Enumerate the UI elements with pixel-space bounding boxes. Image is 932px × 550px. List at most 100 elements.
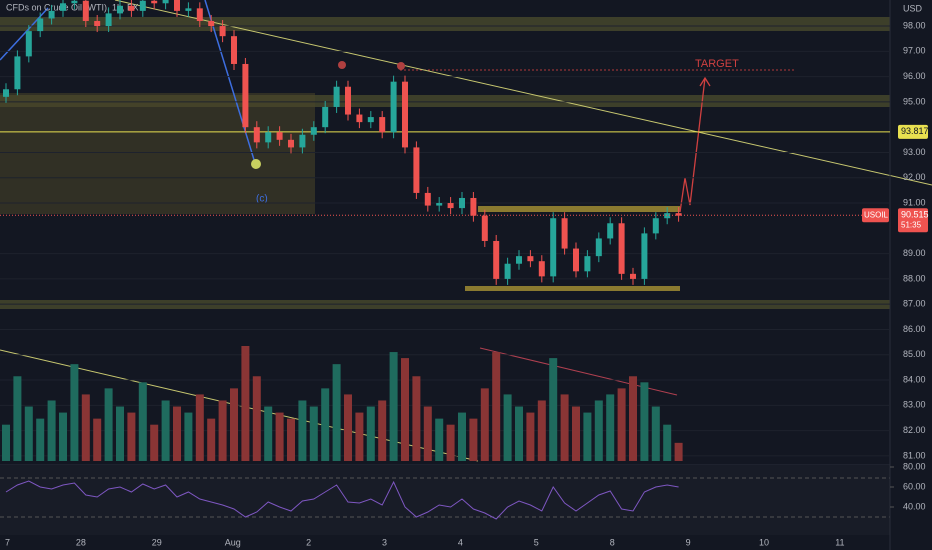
candle [231, 36, 237, 64]
candle [390, 81, 397, 133]
y-tick-label: 96.00 [903, 71, 926, 81]
volume-bar [651, 406, 660, 461]
target-label: TARGET [695, 58, 739, 70]
candle [504, 263, 511, 279]
candle [162, 0, 169, 4]
y-tick-label: 93.00 [903, 147, 926, 157]
volume-bar [389, 352, 398, 461]
volume-bar [480, 388, 489, 461]
candle [379, 117, 386, 133]
y-tick-label: 81.00 [903, 450, 926, 460]
volume-bar [2, 424, 10, 461]
volume-bar [344, 394, 352, 461]
candle [60, 3, 66, 11]
x-tick-label: 8 [610, 537, 615, 547]
x-tick-label: 5 [534, 537, 539, 547]
volume-bar [412, 376, 421, 461]
candle [550, 218, 557, 277]
volume-bar [81, 394, 90, 461]
candle [527, 256, 534, 262]
volume-bar [104, 388, 113, 461]
volume-bar [13, 376, 22, 461]
x-tick-label: 2 [306, 537, 311, 547]
y-tick-label: 84.00 [903, 374, 926, 384]
candle [322, 106, 329, 128]
candle [276, 132, 283, 140]
candle [493, 240, 500, 279]
volume-bar [275, 412, 284, 461]
volume-bar [218, 400, 227, 461]
candle [561, 218, 568, 249]
candle [174, 0, 180, 11]
volume-bar [207, 418, 216, 461]
candle [573, 248, 579, 272]
candle [345, 86, 351, 115]
candle [356, 114, 363, 123]
candle [595, 238, 602, 257]
x-tick-label: Aug [225, 537, 241, 547]
y-tick-label: 83.00 [903, 400, 926, 410]
countdown: 51:35 [901, 220, 922, 229]
range-bottom [465, 286, 680, 291]
volume-bar [93, 418, 102, 461]
volume-bar [503, 394, 512, 461]
volume-bar [184, 412, 193, 461]
volume-bar [366, 406, 375, 461]
candle [117, 5, 123, 14]
volume-bar [309, 406, 318, 461]
candle [481, 215, 488, 241]
pivot [397, 62, 405, 70]
y-tick-label: 92.00 [903, 172, 926, 182]
candle [71, 0, 78, 4]
candle [618, 223, 625, 274]
volume-bar [526, 412, 535, 461]
wave-point [251, 159, 261, 169]
volume-bar [469, 418, 478, 461]
y2-tick-label: 80.00 [903, 461, 926, 471]
zone [0, 93, 315, 214]
volume-bar [127, 412, 136, 461]
volume-bar [332, 364, 341, 461]
volume-bar [47, 400, 56, 461]
volume-bar [515, 406, 523, 461]
x-tick-label: 7 [5, 537, 10, 547]
volume-bar [195, 394, 204, 461]
volume-bar [663, 424, 672, 461]
volume-bar [36, 418, 45, 461]
volume-bar [264, 406, 273, 461]
volume-bar [435, 418, 444, 461]
y-tick-label: 95.00 [903, 96, 926, 106]
volume-bar [24, 406, 33, 461]
candle [151, 0, 158, 4]
candle [48, 10, 55, 19]
volume-bar [423, 406, 432, 461]
volume-bar [583, 412, 592, 461]
symbol-tag [862, 208, 889, 223]
candle [367, 117, 374, 123]
candle [630, 273, 636, 279]
y-tick-label: 91.00 [903, 197, 926, 207]
candle [436, 203, 443, 206]
volume-bar [287, 418, 295, 461]
volume-bar [298, 400, 307, 461]
y-tick-label: 86.00 [903, 324, 926, 334]
trend-line [114, 0, 932, 186]
target-path [679, 77, 706, 213]
candle [447, 203, 454, 209]
range-top [478, 206, 680, 212]
volume-bar [560, 394, 569, 461]
price-label: 90.515 [901, 210, 929, 220]
target-arrow [699, 76, 711, 87]
candle [424, 192, 431, 206]
volume-bar [252, 376, 261, 461]
level-label: 93.817 [901, 126, 929, 136]
candle [14, 56, 21, 90]
volume-bar [321, 388, 330, 461]
x-tick-label: 29 [152, 537, 162, 547]
volume-bar [150, 424, 159, 461]
candle [37, 18, 44, 32]
candle [310, 127, 317, 135]
wave-label: (c) [256, 194, 268, 205]
volume-bar [59, 412, 67, 461]
zone [0, 17, 890, 31]
